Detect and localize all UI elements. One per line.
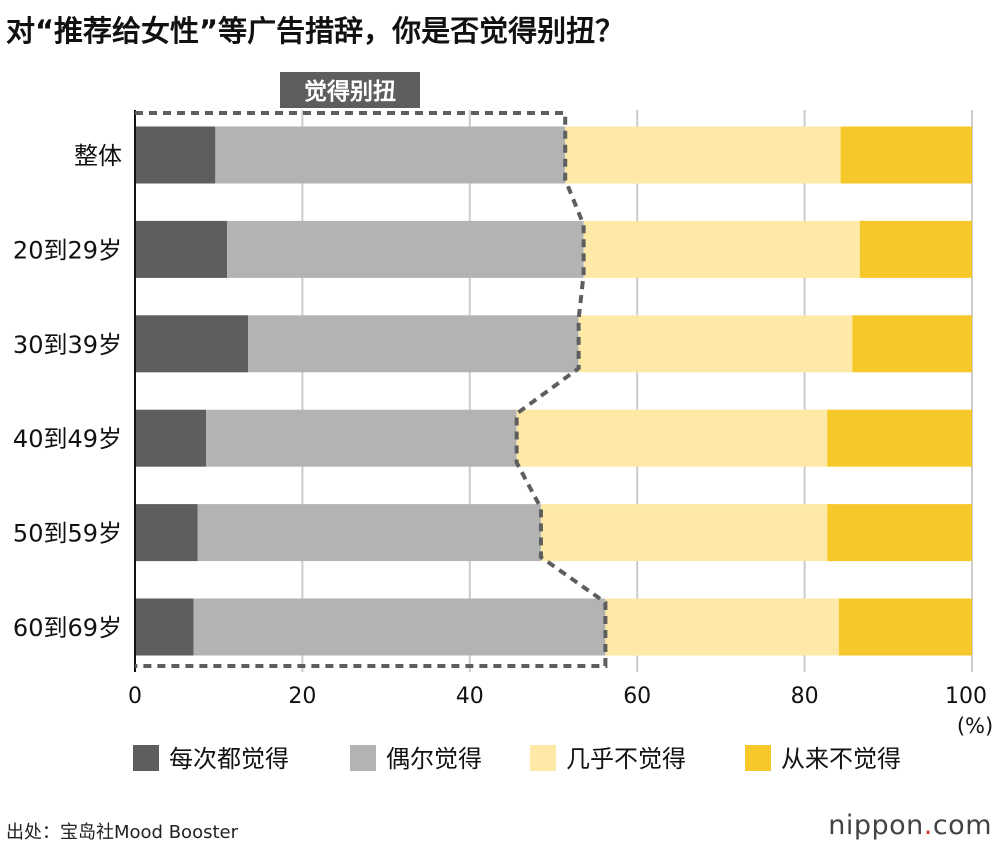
source-note: 出处：宝岛社Mood Booster xyxy=(6,822,238,843)
bar-segment xyxy=(540,504,828,562)
bar-segment xyxy=(197,504,541,562)
bar-segment xyxy=(135,504,198,562)
bar-segment xyxy=(135,409,207,467)
bar-segment xyxy=(827,409,972,467)
bar-segment xyxy=(135,598,194,656)
annotation-label: 觉得别扭 xyxy=(304,78,396,105)
bar-segment xyxy=(135,126,216,184)
bar-segment xyxy=(516,409,828,467)
legend-swatch xyxy=(133,745,159,771)
bar-segment xyxy=(215,126,566,184)
legend-label: 偶尔觉得 xyxy=(386,745,482,773)
bar-segment xyxy=(247,315,579,373)
x-tick-label: 20 xyxy=(288,684,316,709)
bar-segment xyxy=(227,220,584,278)
legend-swatch xyxy=(745,745,771,771)
bar-segment xyxy=(852,315,972,373)
x-tick-label: 100 xyxy=(945,684,987,709)
bar-segment xyxy=(206,409,517,467)
bar-segment xyxy=(135,315,248,373)
x-unit-label: (%) xyxy=(957,714,993,738)
bar-segment xyxy=(193,598,606,656)
x-tick-label: 40 xyxy=(456,684,484,709)
annotation-box xyxy=(280,72,420,108)
x-tick-label: 60 xyxy=(623,684,651,709)
bar-segment xyxy=(578,315,853,373)
bar-segment xyxy=(840,126,972,184)
bar-segment xyxy=(565,126,841,184)
nippon-logo: nippon.com xyxy=(828,810,992,841)
legend-swatch xyxy=(530,745,556,771)
category-label: 整体 xyxy=(74,142,122,170)
feel-awkward-bracket xyxy=(135,111,608,668)
bar-segment xyxy=(135,220,228,278)
legend-label: 几乎不觉得 xyxy=(566,745,686,773)
category-label: 40到49岁 xyxy=(13,425,122,453)
legend-swatch xyxy=(350,745,376,771)
bar-segment xyxy=(605,598,839,656)
bar-segment xyxy=(838,598,972,656)
legend-label: 从来不觉得 xyxy=(781,745,901,773)
legend-label: 每次都觉得 xyxy=(169,745,289,773)
category-label: 60到69岁 xyxy=(13,614,122,642)
category-label: 50到59岁 xyxy=(13,520,122,548)
bar-segment xyxy=(827,504,972,562)
category-label: 30到39岁 xyxy=(13,331,122,359)
bar-segment xyxy=(859,220,972,278)
x-tick-label: 0 xyxy=(128,684,142,709)
category-label: 20到29岁 xyxy=(13,236,122,264)
bar-segment xyxy=(583,220,860,278)
x-tick-label: 80 xyxy=(791,684,819,709)
chart-title: 对“推荐给女性”等广告措辞，你是否觉得别扭？ xyxy=(6,14,625,48)
